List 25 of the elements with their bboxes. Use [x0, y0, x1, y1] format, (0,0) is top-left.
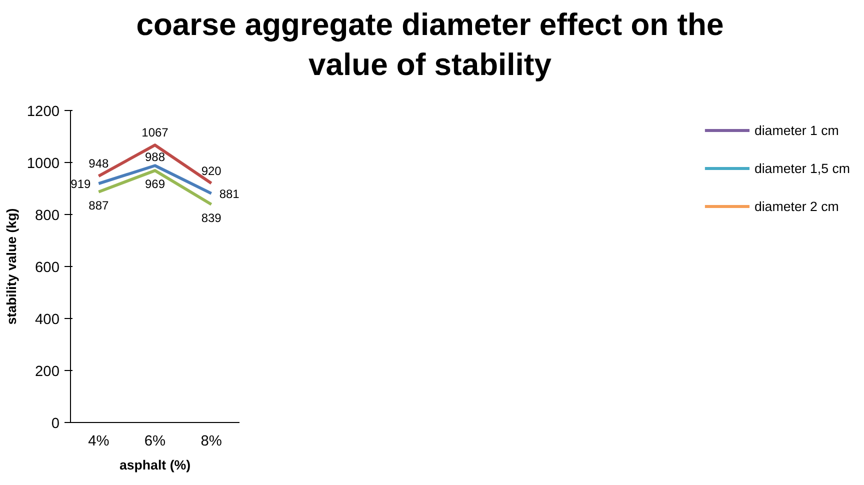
data-label: 919	[70, 177, 91, 192]
y-axis-title: stability value (kg)	[4, 208, 19, 325]
data-label: 1067	[142, 126, 169, 140]
y-tick-label: 400	[35, 312, 60, 328]
y-tick-label: 0	[51, 416, 60, 432]
data-label: 920	[201, 164, 222, 178]
data-label: 881	[219, 186, 240, 201]
data-label: 887	[88, 198, 110, 212]
data-label: 839	[201, 210, 222, 225]
data-label: 948	[88, 156, 110, 171]
y-tick-label: 1200	[26, 104, 60, 120]
legend-label: diameter 1,5 cm	[754, 160, 850, 176]
text: coarse aggregate diameter effect on the value of stability	[135, 6, 725, 84]
x-axis-title: asphalt (%)	[119, 458, 191, 472]
legend-label: diameter 2 cm	[754, 198, 839, 214]
data-label: 988	[144, 150, 166, 164]
legend-label: diameter 1 cm	[754, 122, 839, 138]
data-label: 969	[144, 177, 166, 192]
x-tick-label: 4%	[88, 434, 110, 450]
x-tick-label: 8%	[200, 434, 222, 450]
y-tick-label: 1000	[26, 156, 60, 172]
x-tick-label: 6%	[144, 434, 166, 450]
y-tick-label: 800	[35, 208, 60, 224]
y-tick-label: 600	[35, 260, 60, 276]
y-tick-label: 200	[35, 364, 60, 380]
